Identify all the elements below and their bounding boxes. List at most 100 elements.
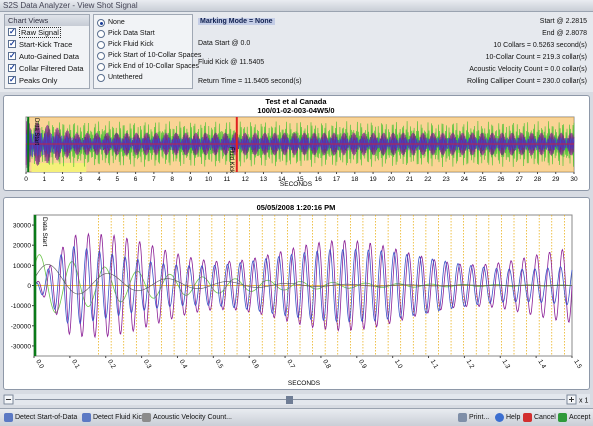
mode-untethered-radio[interactable]: Untethered [94,72,192,83]
detail-chart[interactable]: 05/05/2008 1:20:16 PM Data Start 30000 20… [4,198,589,389]
overview-x-tick-label: 22 [424,176,432,183]
overview-chart[interactable]: Test et al Canada 100/01-02-003-04W5/0 D… [4,96,589,190]
mode-pick-end-collar-radio[interactable]: Pick End of 10-Collar Spaces [94,61,199,72]
overview-x-tick-label: 9 [189,176,193,183]
detect-start-button[interactable]: Detect Start-of-Data [4,413,77,422]
accept-button[interactable]: Accept [558,413,590,422]
peaks-only-checkbox[interactable]: Peaks Only [5,74,89,86]
marking-mode-text: Marking Mode = None [198,18,275,25]
detect-icon [82,413,91,422]
acoustic-velocity-label: Acoustic Velocity Count... [153,414,232,421]
detail-x-tick-label: 0.0 [34,359,45,371]
print-label: Print... [469,414,490,421]
raw-signal-checkbox[interactable]: Raw Signal [5,26,89,38]
start-kick-trace-label: Start-Kick Trace [19,39,73,49]
end-text: End @ 2.8078 [542,30,587,37]
info-left: Marking Mode = None Data Start @ 0.0 Flu… [198,12,358,92]
overview-x-tick-label: 3 [79,176,83,183]
cancel-icon [523,413,532,422]
overview-x-tick-label: 29 [552,176,560,183]
detail-x-tick-label: 0.9 [357,359,368,371]
zoom-scrollbar[interactable]: x 1 [3,394,590,405]
detail-x-tick-label: 1.0 [393,359,404,371]
help-button[interactable]: Help [495,413,520,422]
data-start-text: Data Start @ 0.0 [198,40,251,47]
overview-x-tick-label: 6 [134,176,138,183]
cancel-button[interactable]: Cancel [523,413,556,422]
acoustic-velocity-button[interactable]: Acoustic Velocity Count... [142,413,232,422]
overview-x-tick-label: 17 [333,176,341,183]
raw-signal-label: Raw Signal [19,26,61,38]
return-time-text: Return Time = 11.5405 second(s) [198,78,302,85]
detail-y-tick-label: -30000 [11,343,32,350]
overview-x-tick-label: 30 [570,176,578,183]
checkbox-icon [8,27,16,36]
radio-icon [97,29,105,38]
marking-mode-group: None Pick Data Start Pick Fluid Kick Pic… [93,14,201,89]
radio-icon [97,62,105,71]
mode-pick-start-collar-radio[interactable]: Pick Start of 10-Collar Spaces [94,50,201,61]
radio-icon [97,40,105,49]
mode-pick-data-start-label: Pick Data Start [108,30,155,37]
overview-x-tick-label: 4 [97,176,101,183]
detail-y-tick-label: -10000 [11,303,32,310]
overview-x-tick-label: 27 [516,176,524,183]
overview-x-tick-label: 5 [116,176,120,183]
overview-x-tick-label: 19 [369,176,377,183]
mode-none-radio[interactable]: None [94,17,192,28]
top-panel: Chart Views Raw Signal Start-Kick Trace … [0,12,593,92]
detail-blue-trace [33,246,573,325]
zoom-out-button[interactable] [3,394,14,405]
collars-text: 10 Collars = 0.5263 second(s) [493,42,587,49]
overview-title-1: Test et al Canada [265,97,327,106]
detail-x-tick-label: 0.4 [178,359,189,371]
overview-x-tick-label: 2 [61,176,65,183]
checkbox-icon [8,39,16,48]
print-button[interactable]: Print... [458,413,489,422]
mode-pick-fluid-kick-radio[interactable]: Pick Fluid Kick [94,39,192,50]
overview-x-tick-label: 25 [479,176,487,183]
detect-kick-label: Detect Fluid Kick [93,414,146,421]
mode-none-label: None [108,19,125,26]
start-kick-trace-checkbox[interactable]: Start-Kick Trace [5,38,89,50]
checkbox-icon [8,51,16,60]
overview-chart-panel: Test et al Canada 100/01-02-003-04W5/0 D… [3,95,590,191]
help-icon [495,413,504,422]
overview-x-tick-label: 1 [42,176,46,183]
status-bar: Detect Start-of-Data Detect Fluid Kick A… [0,408,593,426]
overview-yellow-band [31,163,87,172]
overview-x-tick-label: 10 [205,176,213,183]
zoom-slider-thumb[interactable] [286,396,293,404]
mode-pick-end-collar-label: Pick End of 10-Collar Spaces [108,63,200,70]
detail-y-tick-label: 0 [27,283,31,290]
help-label: Help [506,414,521,421]
info-right: Start @ 2.2815 End @ 2.8078 10 Collars =… [387,12,587,92]
auto-gained-data-checkbox[interactable]: Auto-Gained Data [5,50,89,62]
accept-icon [558,413,567,422]
detail-x-tick-label: 1.3 [501,359,512,371]
detail-chart-panel: 05/05/2008 1:20:16 PM Data Start 30000 20… [3,197,590,390]
mode-pick-data-start-radio[interactable]: Pick Data Start [94,28,192,39]
overview-x-tick-label: 21 [406,176,414,183]
radio-icon [97,73,105,82]
checkbox-icon [8,75,16,84]
detail-x-tick-label: 1.2 [465,359,476,371]
overview-x-tick-label: 18 [351,176,359,183]
zoom-in-button[interactable] [566,394,577,405]
overview-x-tick-label: 20 [388,176,396,183]
detail-title: 05/05/2008 1:20:16 PM [257,203,336,212]
detail-y-tick-label: 30000 [13,223,31,230]
detect-icon [4,413,13,422]
detail-x-tick-label: 1.4 [536,359,547,371]
detect-kick-button[interactable]: Detect Fluid Kick [82,413,146,422]
detail-y-tick-label: 10000 [13,263,31,270]
overview-x-tick-label: 28 [534,176,542,183]
chart-views-group: Chart Views Raw Signal Start-Kick Trace … [4,14,90,89]
detail-x-tick-label: 0.6 [249,359,260,371]
collar-filtered-data-label: Collar Filtered Data [19,63,84,73]
detail-y-tick-label: -20000 [11,323,32,330]
window-title: S2S Data Analyzer - View Shot Signal [0,0,593,12]
detect-start-label: Detect Start-of-Data [15,414,78,421]
overview-data-start-label: Data Start [33,118,39,145]
collar-filtered-data-checkbox[interactable]: Collar Filtered Data [5,62,89,74]
